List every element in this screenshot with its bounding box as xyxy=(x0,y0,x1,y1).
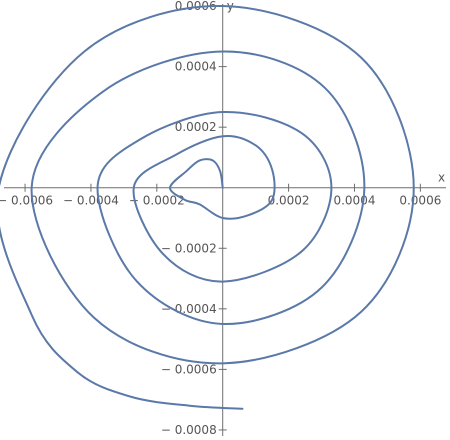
x-axis-label: x xyxy=(438,171,445,185)
x-tick-label: − 0.0004 xyxy=(63,194,119,208)
y-tick-label: − 0.0004 xyxy=(161,302,217,316)
y-tick-label: 0.0004 xyxy=(175,60,217,74)
y-tick-label: − 0.0002 xyxy=(161,241,217,255)
x-tick-label: 0.0004 xyxy=(333,194,375,208)
x-tick-label: 0.0006 xyxy=(399,194,441,208)
spiral-curve xyxy=(0,5,415,410)
y-tick-label: − 0.0006 xyxy=(161,362,217,376)
x-tick-label: 0.0002 xyxy=(268,194,310,208)
y-tick-label: − 0.0008 xyxy=(161,423,217,437)
x-tick-label: − 0.0002 xyxy=(129,194,185,208)
y-tick-label: 0.0002 xyxy=(175,120,217,134)
ticks: − 0.0006 − 0.0004 − 0.0002 0.0002 0.0004 0.00… xyxy=(0,0,441,437)
x-tick-label: − 0.0006 xyxy=(0,194,53,208)
series-layer xyxy=(0,5,415,410)
